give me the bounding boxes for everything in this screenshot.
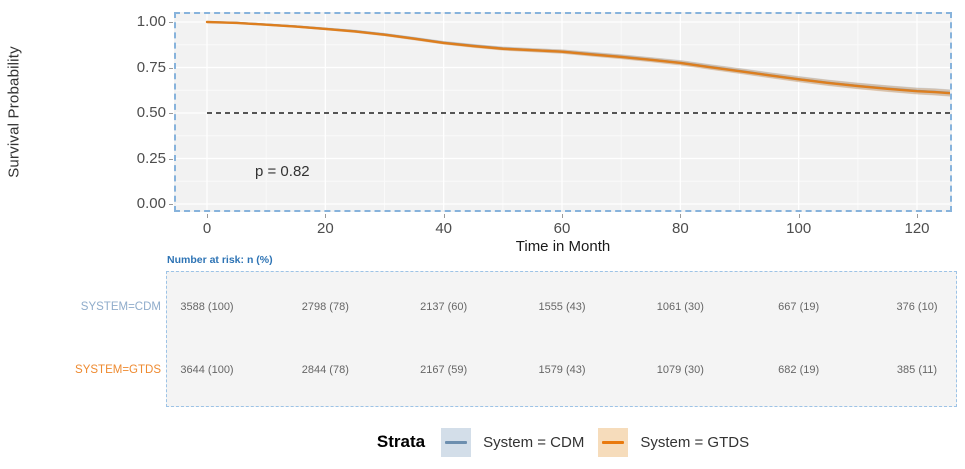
risk-cell: 2844 (78) [301, 364, 349, 376]
x-tick-mark [680, 214, 682, 218]
y-tick-label: 0.75 [136, 58, 166, 76]
y-tick-mark [169, 113, 173, 114]
x-tick-label: 20 [316, 220, 334, 237]
y-tick-label: 1.00 [136, 13, 166, 30]
y-tick-mark [169, 67, 173, 69]
risk-cell: 2137 (60) [420, 301, 468, 313]
risk-cell: 2798 (78) [301, 301, 349, 313]
y-tick-mark [169, 158, 173, 160]
confidence-band-gtds [207, 21, 950, 97]
legend-line-icon [602, 440, 625, 444]
risk-cell: 376 (10) [896, 301, 938, 313]
legend-swatch-icon [441, 427, 472, 457]
legend-item-label: System = GTDS [640, 433, 750, 451]
x-tick-mark [798, 214, 800, 218]
plot-panel[interactable] [174, 12, 952, 212]
y-tick-label: 0.50 [136, 104, 166, 121]
x-tick-mark [917, 214, 918, 218]
risk-row-label: SYSTEM=GTDS [75, 364, 161, 376]
x-tick-mark [325, 214, 327, 218]
risk-cell: 2167 (59) [420, 364, 468, 376]
risk-cell: 1555 (43) [538, 301, 586, 313]
risk-cell: 3644 (100) [180, 364, 234, 376]
risk-cell: 385 (11) [896, 364, 938, 376]
legend-items: System = CDM System = GTDS [441, 427, 750, 457]
legend-item-label: System = CDM [483, 433, 585, 451]
legend: Strata System = CDM System = GTDS [174, 422, 952, 462]
x-axis-title: Time in Month [515, 238, 611, 255]
risk-cell: 682 (19) [778, 364, 820, 376]
survival-curve-gtds [205, 20, 950, 95]
x-tick-mark [443, 214, 445, 218]
y-tick-label: 0.25 [136, 149, 166, 167]
risk-cell: 667 (19) [778, 301, 820, 313]
legend-line-icon [445, 440, 468, 444]
risk-cell: 1579 (43) [538, 364, 586, 376]
x-tick-label: 80 [671, 220, 689, 237]
legend-swatch-icon [598, 427, 629, 457]
x-tick-label: 40 [435, 220, 452, 237]
x-tick-label: 100 [786, 220, 812, 237]
risk-table-panel[interactable] [166, 271, 957, 407]
legend-item: System = CDM [441, 427, 585, 457]
risk-cell: 1079 (30) [656, 364, 704, 376]
risk-cell: 1061 (30) [656, 301, 704, 313]
risk-row-label: SYSTEM=CDM [80, 301, 161, 313]
x-tick-mark [562, 214, 563, 218]
risk-cell: 3588 (100) [180, 301, 234, 313]
legend-item: System = GTDS [598, 427, 750, 457]
risk-table-title: Number at risk: n (%) [167, 254, 273, 266]
x-tick-label: 120 [904, 220, 930, 237]
x-tick-label: 60 [553, 220, 571, 237]
legend-title: Strata [376, 432, 426, 451]
y-tick-mark [169, 204, 173, 205]
x-tick-label: 0 [202, 220, 212, 237]
y-tick-label: 0.00 [136, 195, 166, 212]
x-tick-mark [207, 214, 208, 218]
y-tick-mark [169, 22, 173, 23]
survival-curves-svg [176, 14, 950, 210]
p-value-annotation: p = 0.82 [255, 163, 310, 180]
